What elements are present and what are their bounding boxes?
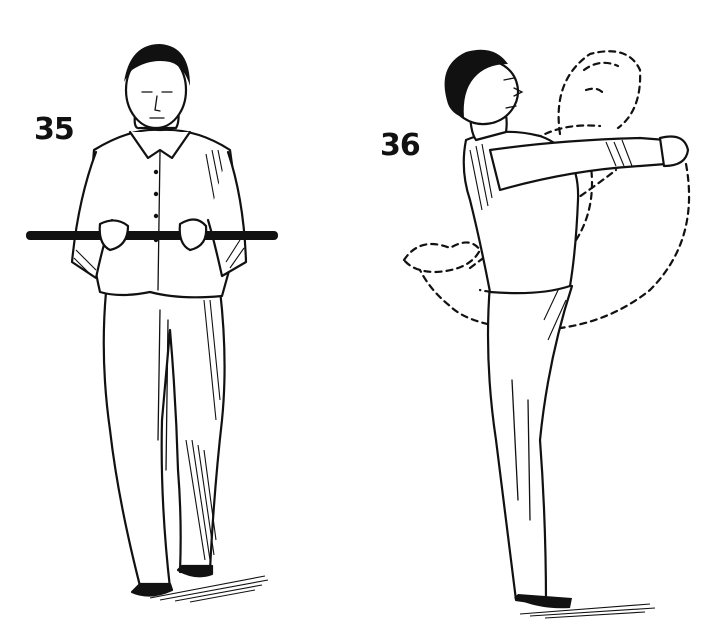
figure-35-trousers	[102, 288, 226, 590]
figure-35-bar	[26, 231, 278, 240]
figure-35-fists	[98, 218, 208, 252]
figure-36-trousers	[486, 282, 574, 606]
figure-number-36: 36	[380, 128, 421, 163]
figure-35-ground-shadow	[149, 575, 269, 603]
figure-35-man-holding-bar	[26, 44, 278, 603]
figure-36-ground-shadow	[519, 603, 656, 619]
figure-35-head	[124, 44, 190, 130]
figure-35-shoes	[130, 564, 214, 597]
figure-number-35: 35	[34, 112, 75, 147]
figure-36-shoes	[514, 594, 572, 609]
figure-36-extended-arms	[488, 135, 690, 192]
figure-36-man-arm-swing	[402, 49, 691, 619]
figure-36-head	[444, 49, 524, 142]
